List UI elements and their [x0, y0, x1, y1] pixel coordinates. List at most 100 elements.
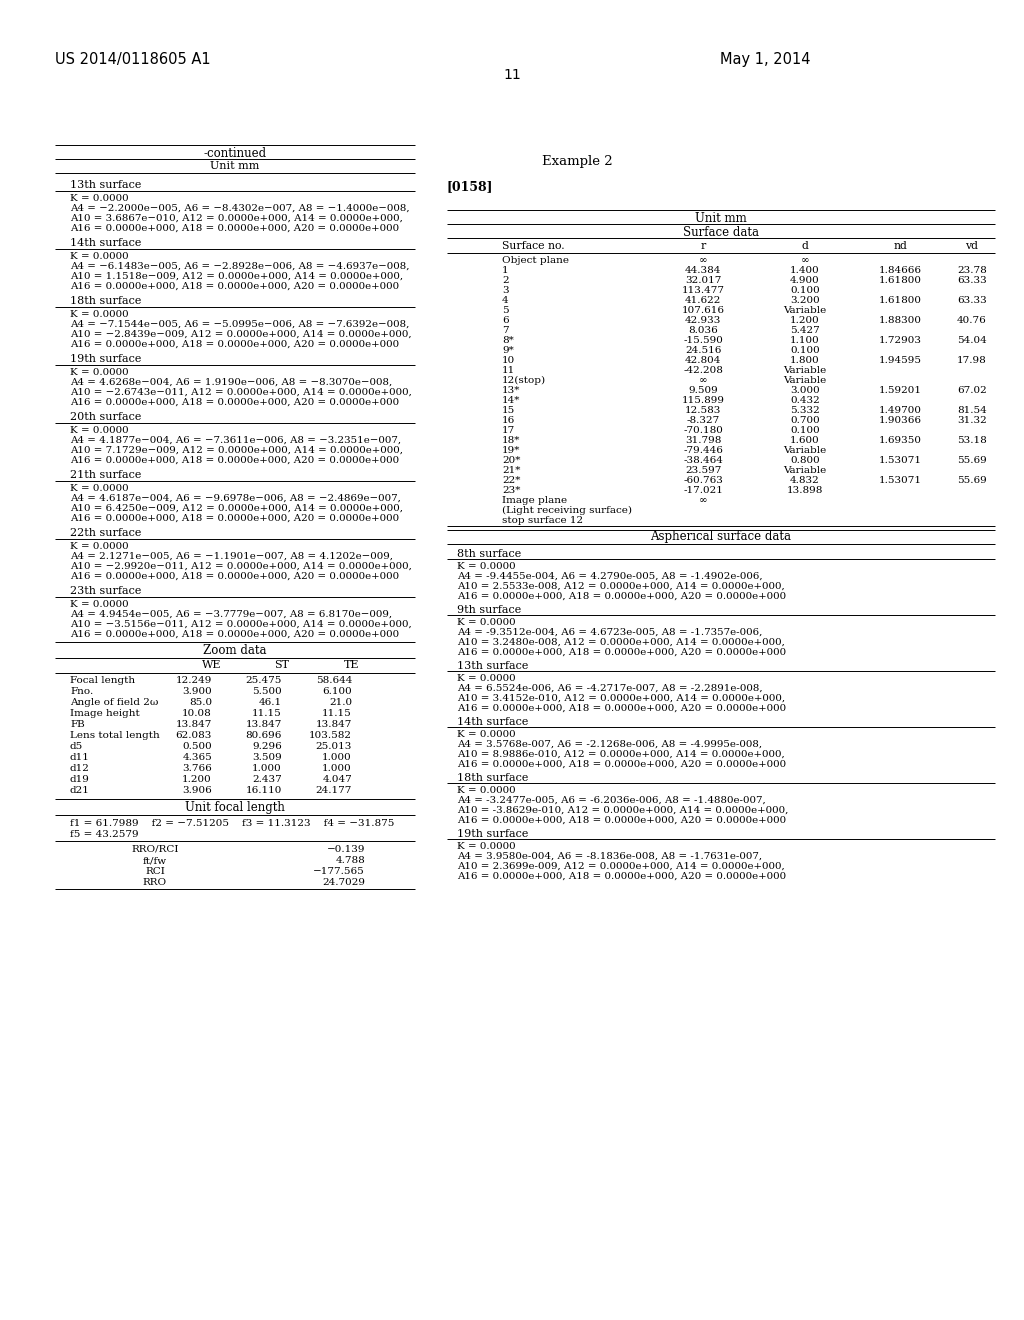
- Text: A4 = 6.5524e-006, A6 = -4.2717e-007, A8 = -2.2891e-008,: A4 = 6.5524e-006, A6 = -4.2717e-007, A8 …: [457, 684, 763, 693]
- Text: 7: 7: [502, 326, 509, 335]
- Text: A16 = 0.0000e+000, A18 = 0.0000e+000, A20 = 0.0000e+000: A16 = 0.0000e+000, A18 = 0.0000e+000, A2…: [70, 399, 399, 407]
- Text: A4 = -9.3512e-004, A6 = 4.6723e-005, A8 = -1.7357e-006,: A4 = -9.3512e-004, A6 = 4.6723e-005, A8 …: [457, 628, 763, 638]
- Text: 1.200: 1.200: [791, 315, 820, 325]
- Text: 14th surface: 14th surface: [70, 238, 141, 248]
- Text: A4 = −6.1483e−005, A6 = −2.8928e−006, A8 = −4.6937e−008,: A4 = −6.1483e−005, A6 = −2.8928e−006, A8…: [70, 261, 410, 271]
- Text: 3.766: 3.766: [182, 764, 212, 774]
- Text: -17.021: -17.021: [683, 486, 723, 495]
- Text: 55.69: 55.69: [957, 477, 987, 484]
- Text: A10 = 6.4250e−009, A12 = 0.0000e+000, A14 = 0.0000e+000,: A10 = 6.4250e−009, A12 = 0.0000e+000, A1…: [70, 504, 403, 513]
- Text: (Light receiving surface): (Light receiving surface): [502, 506, 632, 515]
- Text: 12.583: 12.583: [685, 407, 721, 414]
- Text: A4 = 4.6187e−004, A6 = −9.6978e−006, A8 = −2.4869e−007,: A4 = 4.6187e−004, A6 = −9.6978e−006, A8 …: [70, 494, 400, 503]
- Text: 18*: 18*: [502, 436, 520, 445]
- Text: 13th surface: 13th surface: [457, 661, 528, 671]
- Text: 9.509: 9.509: [688, 385, 718, 395]
- Text: A10 = 1.1518e−009, A12 = 0.0000e+000, A14 = 0.0000e+000,: A10 = 1.1518e−009, A12 = 0.0000e+000, A1…: [70, 272, 403, 281]
- Text: K = 0.0000: K = 0.0000: [457, 785, 516, 795]
- Text: 19*: 19*: [502, 446, 520, 455]
- Text: d19: d19: [70, 775, 90, 784]
- Text: A16 = 0.0000e+000, A18 = 0.0000e+000, A20 = 0.0000e+000: A16 = 0.0000e+000, A18 = 0.0000e+000, A2…: [70, 572, 399, 581]
- Text: A10 = -3.8629e-010, A12 = 0.0000e+000, A14 = 0.0000e+000,: A10 = -3.8629e-010, A12 = 0.0000e+000, A…: [457, 807, 788, 814]
- Text: 1.88300: 1.88300: [879, 315, 922, 325]
- Text: 0.500: 0.500: [182, 742, 212, 751]
- Text: 58.644: 58.644: [315, 676, 352, 685]
- Text: 54.04: 54.04: [957, 337, 987, 345]
- Text: WE: WE: [203, 660, 222, 671]
- Text: 9*: 9*: [502, 346, 514, 355]
- Text: Image plane: Image plane: [502, 496, 567, 506]
- Text: 13.847: 13.847: [176, 719, 212, 729]
- Text: A16 = 0.0000e+000, A18 = 0.0000e+000, A20 = 0.0000e+000: A16 = 0.0000e+000, A18 = 0.0000e+000, A2…: [457, 591, 786, 601]
- Text: Variable: Variable: [783, 366, 826, 375]
- Text: 8*: 8*: [502, 337, 514, 345]
- Text: d: d: [802, 242, 808, 251]
- Text: ∞: ∞: [698, 256, 708, 265]
- Text: 22*: 22*: [502, 477, 520, 484]
- Text: K = 0.0000: K = 0.0000: [457, 675, 516, 682]
- Text: Variable: Variable: [783, 466, 826, 475]
- Text: [0158]: [0158]: [447, 180, 494, 193]
- Text: 20th surface: 20th surface: [70, 412, 141, 422]
- Text: 80.696: 80.696: [246, 731, 282, 741]
- Text: Unit mm: Unit mm: [695, 213, 746, 224]
- Text: 3.906: 3.906: [182, 785, 212, 795]
- Text: 12(stop): 12(stop): [502, 376, 546, 385]
- Text: 103.582: 103.582: [309, 731, 352, 741]
- Text: 12.249: 12.249: [176, 676, 212, 685]
- Text: 1.61800: 1.61800: [879, 276, 922, 285]
- Text: 16.110: 16.110: [246, 785, 282, 795]
- Text: 13.847: 13.847: [315, 719, 352, 729]
- Text: 1.100: 1.100: [791, 337, 820, 345]
- Text: Unit focal length: Unit focal length: [185, 801, 285, 814]
- Text: 6.100: 6.100: [323, 686, 352, 696]
- Text: 21*: 21*: [502, 466, 520, 475]
- Text: 3.000: 3.000: [791, 385, 820, 395]
- Text: 5: 5: [502, 306, 509, 315]
- Text: 15: 15: [502, 407, 515, 414]
- Text: 40.76: 40.76: [957, 315, 987, 325]
- Text: ft/fw: ft/fw: [143, 855, 167, 865]
- Text: 4.365: 4.365: [182, 752, 212, 762]
- Text: Surface data: Surface data: [683, 226, 759, 239]
- Text: A4 = 3.5768e-007, A6 = -2.1268e-006, A8 = -4.9995e-008,: A4 = 3.5768e-007, A6 = -2.1268e-006, A8 …: [457, 741, 762, 748]
- Text: -42.208: -42.208: [683, 366, 723, 375]
- Text: 1.72903: 1.72903: [879, 337, 922, 345]
- Text: Zoom data: Zoom data: [203, 644, 266, 657]
- Text: 1.69350: 1.69350: [879, 436, 922, 445]
- Text: 19th surface: 19th surface: [70, 354, 141, 364]
- Text: 19th surface: 19th surface: [457, 829, 528, 840]
- Text: RCI: RCI: [145, 867, 165, 876]
- Text: 1.49700: 1.49700: [879, 407, 922, 414]
- Text: 63.33: 63.33: [957, 276, 987, 285]
- Text: RRO/RCI: RRO/RCI: [131, 845, 179, 854]
- Text: TE: TE: [344, 660, 359, 671]
- Text: A10 = −2.9920e−011, A12 = 0.0000e+000, A14 = 0.0000e+000,: A10 = −2.9920e−011, A12 = 0.0000e+000, A…: [70, 562, 412, 572]
- Text: 53.18: 53.18: [957, 436, 987, 445]
- Text: -38.464: -38.464: [683, 455, 723, 465]
- Text: ∞: ∞: [698, 376, 708, 385]
- Text: 24.516: 24.516: [685, 346, 721, 355]
- Text: A16 = 0.0000e+000, A18 = 0.0000e+000, A20 = 0.0000e+000: A16 = 0.0000e+000, A18 = 0.0000e+000, A2…: [70, 341, 399, 348]
- Text: FB: FB: [70, 719, 85, 729]
- Text: 23.78: 23.78: [957, 267, 987, 275]
- Text: 13th surface: 13th surface: [70, 180, 141, 190]
- Text: 5.500: 5.500: [252, 686, 282, 696]
- Text: vd: vd: [966, 242, 979, 251]
- Text: 14th surface: 14th surface: [457, 717, 528, 727]
- Text: A16 = 0.0000e+000, A18 = 0.0000e+000, A20 = 0.0000e+000: A16 = 0.0000e+000, A18 = 0.0000e+000, A2…: [70, 224, 399, 234]
- Text: K = 0.0000: K = 0.0000: [457, 730, 516, 739]
- Text: Lens total length: Lens total length: [70, 731, 160, 741]
- Text: A10 = 3.6867e−010, A12 = 0.0000e+000, A14 = 0.0000e+000,: A10 = 3.6867e−010, A12 = 0.0000e+000, A1…: [70, 214, 402, 223]
- Text: 42.933: 42.933: [685, 315, 721, 325]
- Text: -8.327: -8.327: [686, 416, 720, 425]
- Text: 1.53071: 1.53071: [879, 477, 922, 484]
- Text: A16 = 0.0000e+000, A18 = 0.0000e+000, A20 = 0.0000e+000: A16 = 0.0000e+000, A18 = 0.0000e+000, A2…: [457, 648, 786, 657]
- Text: 1.90366: 1.90366: [879, 416, 922, 425]
- Text: Image height: Image height: [70, 709, 139, 718]
- Text: 25.013: 25.013: [315, 742, 352, 751]
- Text: 4.832: 4.832: [791, 477, 820, 484]
- Text: A10 = 3.2480e-008, A12 = 0.0000e+000, A14 = 0.0000e+000,: A10 = 3.2480e-008, A12 = 0.0000e+000, A1…: [457, 638, 784, 647]
- Text: 1.61800: 1.61800: [879, 296, 922, 305]
- Text: K = 0.0000: K = 0.0000: [70, 543, 129, 550]
